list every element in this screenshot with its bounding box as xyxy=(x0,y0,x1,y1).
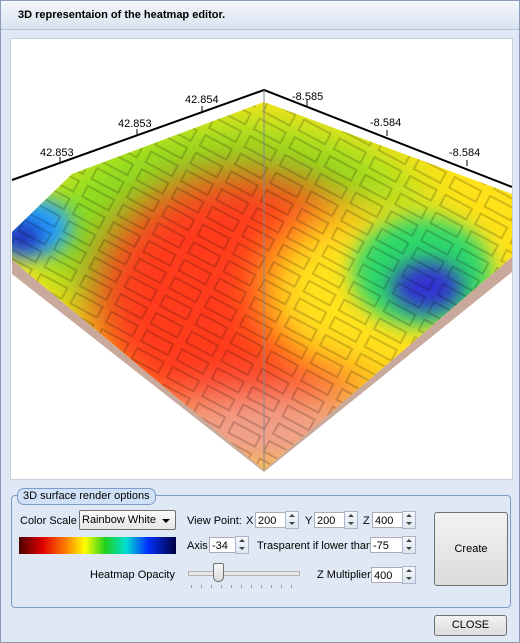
axis-label: 42.853 xyxy=(40,147,74,159)
axis-label: -8.584 xyxy=(370,117,401,129)
spinner[interactable] xyxy=(402,566,416,584)
label: View Point: xyxy=(187,515,242,527)
graphic xyxy=(12,102,512,470)
spinner[interactable] xyxy=(285,511,299,529)
z-input[interactable]: 400 xyxy=(372,512,403,528)
spinner[interactable] xyxy=(235,536,249,554)
label: Axis xyxy=(187,540,208,552)
color-scale-dropdown[interactable]: Rainbow White xyxy=(79,510,176,530)
label: Heatmap Opacity xyxy=(90,569,175,581)
axis-ticks xyxy=(59,100,468,166)
spinner[interactable] xyxy=(344,511,358,529)
axis-label: 42.854 xyxy=(185,94,219,106)
label: Y xyxy=(305,515,313,527)
dropdown-arrow xyxy=(162,519,170,523)
surface-view: 42.853 42.853 42.854 -8.585 -8.584 -8.58… xyxy=(10,38,513,480)
label: Z xyxy=(363,515,370,527)
slider-track xyxy=(188,571,300,576)
group-title: 3D surface render options xyxy=(17,488,156,505)
color-scale-bar xyxy=(19,537,176,554)
axis-label: 42.853 xyxy=(118,118,152,130)
axis-input[interactable]: -34 xyxy=(209,537,236,553)
slider-ticks xyxy=(191,585,298,588)
surface-plot: 42.853 42.853 42.854 -8.585 -8.584 -8.58… xyxy=(11,88,512,472)
options-group xyxy=(11,495,511,608)
spinner[interactable] xyxy=(402,536,416,554)
close-button[interactable]: CLOSE xyxy=(434,615,507,636)
label: Trasparent if lower than xyxy=(257,540,373,552)
z-multiplier-input[interactable]: 400 xyxy=(371,567,403,583)
heatmap-surface xyxy=(12,102,512,470)
dropdown-value: Rainbow White xyxy=(82,514,156,526)
label: X xyxy=(246,515,254,527)
transparent-input[interactable]: -75 xyxy=(370,537,403,553)
axis-label: -8.584 xyxy=(449,147,480,159)
create-button[interactable]: Create xyxy=(434,512,508,586)
window-title: 3D representaion of the heatmap editor. xyxy=(18,9,226,21)
axis-label: -8.585 xyxy=(292,91,323,103)
label: Color Scale xyxy=(20,515,77,527)
label: Z Multiplier xyxy=(317,569,371,581)
y-input[interactable]: 200 xyxy=(314,512,345,528)
opacity-slider[interactable] xyxy=(213,563,224,582)
graphic xyxy=(19,537,176,554)
spinner[interactable] xyxy=(402,511,416,529)
title-bar xyxy=(1,1,519,30)
x-input[interactable]: 200 xyxy=(255,512,286,528)
